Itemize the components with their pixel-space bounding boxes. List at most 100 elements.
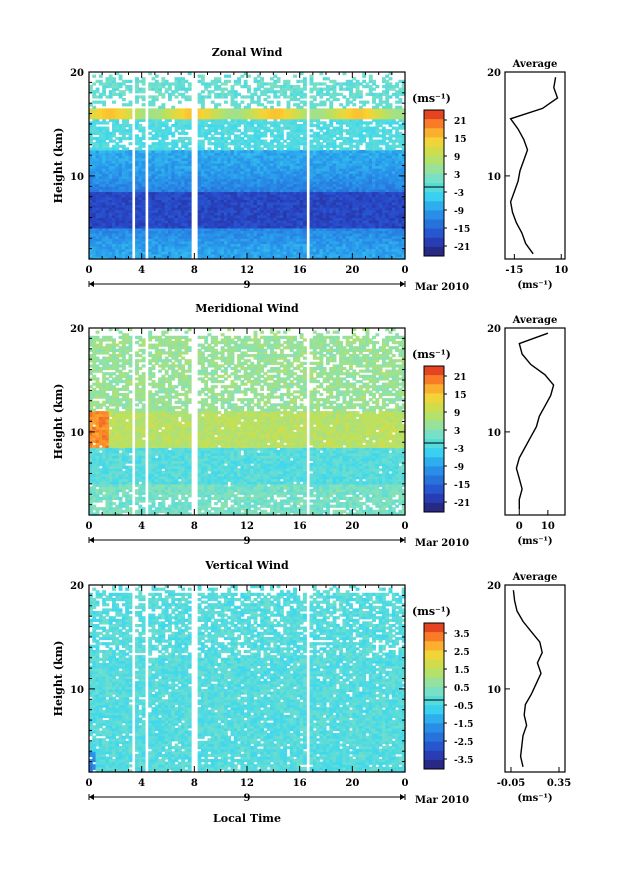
month-label: Mar 2010	[415, 538, 469, 549]
colorbar-frame	[423, 622, 445, 770]
colorbar-tick-label: -3	[454, 445, 464, 455]
profile-x-tick-label: 0	[516, 521, 523, 532]
profile-line	[509, 77, 559, 255]
date-label: 9	[244, 536, 251, 547]
colorbar-tick-label: 15	[454, 391, 467, 401]
panel-title: Vertical Wind	[204, 559, 289, 572]
x-tick-label: 12	[240, 521, 254, 532]
profile-frame	[504, 584, 566, 773]
profile-frame	[504, 71, 566, 260]
colorbar-tick-label: -1.5	[454, 720, 473, 730]
month-label: Mar 2010	[415, 282, 469, 293]
panel-meridional: Meridional Wind 0 4 8 12 16 20 0 20 10 Height (km)…	[52, 302, 566, 549]
colorbar-tick-label: 1.5	[454, 666, 470, 676]
date-axis-arrow	[89, 794, 94, 800]
date-axis-arrow	[89, 537, 94, 543]
x-axis-label: Local Time	[213, 812, 281, 825]
colorbar-tick-label: -3	[454, 189, 464, 199]
colorbar-tick-label: 21	[454, 373, 467, 383]
profile-x-tick-label: -15	[505, 265, 523, 276]
y-tick-label: 20	[70, 68, 84, 79]
colorbar-tick-label: 9	[454, 153, 460, 163]
colorbar-tick-label: 3	[454, 171, 460, 181]
x-tick-label: 16	[293, 778, 307, 789]
x-tick-label: 4	[138, 778, 145, 789]
average-profile: Average 20 10 0 10 (ms⁻¹)	[487, 315, 566, 547]
colorbar-frame	[423, 109, 445, 257]
colorbar-unit: (ms⁻¹)	[412, 605, 451, 618]
date-label: 9	[244, 280, 251, 291]
average-profile: Average 20 10 -0.05 0.35 (ms⁻¹)	[487, 572, 571, 804]
profile-y-tick-label: 10	[487, 172, 501, 183]
panel-title: Meridional Wind	[195, 302, 299, 315]
profile-title: Average	[512, 59, 558, 70]
heatmap-cells	[89, 328, 406, 516]
x-tick-label: 8	[191, 778, 198, 789]
x-tick-label: 20	[345, 265, 359, 276]
x-tick-label: 12	[240, 265, 254, 276]
x-tick-label: 16	[293, 265, 307, 276]
profile-x-tick-label: 10	[541, 521, 555, 532]
y-axis-label: Height (km)	[52, 128, 65, 204]
profile-y-tick-label: 10	[487, 685, 501, 696]
profile-x-tick-label: 10	[554, 265, 568, 276]
colorbar-tick-label: 15	[454, 135, 467, 145]
profile-line	[512, 590, 543, 767]
profile-unit: (ms⁻¹)	[517, 536, 552, 547]
colorbar-unit: (ms⁻¹)	[412, 92, 451, 105]
colorbar: 3.5 2.5 1.5 0.5 -0.5 -1.5 -2.5 -3.5	[423, 622, 473, 770]
date-label: 9	[244, 793, 251, 804]
colorbar-tick-label: -15	[454, 225, 470, 235]
x-tick-label: 20	[345, 521, 359, 532]
y-tick-label: 10	[70, 685, 84, 696]
colorbar: 21 15 9 3 -3 -9 -15 -21	[423, 365, 470, 513]
profile-line	[515, 332, 555, 510]
x-tick-label: 0	[86, 778, 93, 789]
date-axis-arrow	[400, 281, 405, 287]
heatmap-cells	[89, 585, 406, 773]
panel-vertical: Vertical Wind 0 4 8 12 16 20 0 20 10 Height (km) 9 M…	[52, 559, 571, 806]
x-tick-label: 16	[293, 521, 307, 532]
x-tick-label: 4	[138, 265, 145, 276]
colorbar-tick-label: -2.5	[454, 738, 473, 748]
y-axis-label: Height (km)	[52, 641, 65, 717]
colorbar-tick-label: -15	[454, 481, 470, 491]
profile-title: Average	[512, 315, 558, 326]
colorbar-tick-label: -9	[454, 463, 464, 473]
x-tick-label: 0	[86, 265, 93, 276]
panel-zonal: Zonal Wind 0 4 8 12 16 20 0 20 10 Height (km) 9 Mar …	[52, 46, 568, 293]
colorbar-tick-label: 0.5	[454, 684, 470, 694]
x-tick-label: 12	[240, 778, 254, 789]
x-tick-label: 20	[345, 778, 359, 789]
profile-frame	[504, 327, 566, 516]
date-axis-arrow	[400, 537, 405, 543]
profile-y-tick-label: 20	[487, 68, 501, 79]
colorbar-unit: (ms⁻¹)	[412, 348, 451, 361]
profile-unit: (ms⁻¹)	[517, 793, 552, 804]
y-axis-label: Height (km)	[52, 384, 65, 460]
date-axis-arrow	[89, 281, 94, 287]
colorbar-tick-label: 3.5	[454, 630, 470, 640]
y-tick-label: 10	[70, 428, 84, 439]
date-axis-arrow	[400, 794, 405, 800]
x-tick-label: 8	[191, 265, 198, 276]
profile-y-tick-label: 20	[487, 324, 501, 335]
month-label: Mar 2010	[415, 795, 469, 806]
x-tick-label: 0	[86, 521, 93, 532]
profile-unit: (ms⁻¹)	[517, 280, 552, 291]
profile-x-tick-label: 0.35	[547, 778, 571, 789]
x-tick-label: 8	[191, 521, 198, 532]
y-tick-label: 20	[70, 581, 84, 592]
y-tick-label: 10	[70, 172, 84, 183]
y-tick-label: 20	[70, 324, 84, 335]
x-tick-label: 0	[402, 265, 409, 276]
profile-y-tick-label: 10	[487, 428, 501, 439]
colorbar: 21 15 9 3 -3 -9 -15 -21	[423, 109, 470, 257]
colorbar-tick-label: 9	[454, 409, 460, 419]
colorbar-tick-label: 3	[454, 427, 460, 437]
heatmap-cells	[89, 72, 406, 260]
x-tick-label: 0	[402, 521, 409, 532]
colorbar-tick-label: -21	[454, 499, 470, 509]
